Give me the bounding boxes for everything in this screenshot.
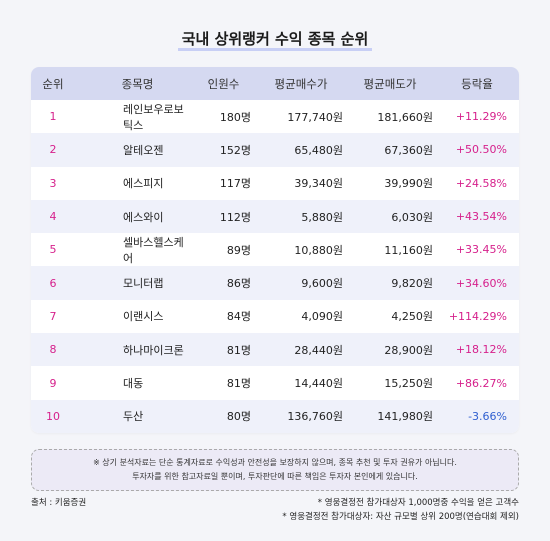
table-body: 1 레인보우로보틱스 180명 177,740원 181,660원 +11.29% 2 알테오…: [31, 100, 519, 433]
header-avg-buy: 평균매수가: [274, 76, 328, 91]
source-note: 출처 : 키움증권: [31, 498, 87, 508]
rank-cell: 7: [49, 309, 57, 323]
stock-name-cell: 대동: [123, 377, 144, 391]
people-cell: 86명: [226, 277, 251, 291]
table-row: 4 에스와이 112명 5,880원 6,030원 +43.54%: [31, 199, 519, 234]
table-row: 5 셀바스헬스케어 89명 10,880원 11,160원 +33.45%: [31, 233, 519, 266]
page-title: 국내 상위랭커 수익 종목 순위: [181, 30, 369, 48]
stock-name-cell: 모니터랩: [123, 277, 164, 291]
disclaimer-line-2: 투자자를 위한 참고자료일 뿐이며, 투자판단에 따른 책임은 투자자 본인에게…: [132, 472, 418, 481]
change-cell: +114.29%: [448, 309, 507, 323]
change-cell: +43.54%: [455, 210, 507, 224]
footnote-2: * 영웅결정전 참가대상자: 자산 규모별 상위 200명(연습대회 제외): [282, 512, 519, 522]
people-cell: 152명: [219, 143, 251, 157]
header-change: 등락율: [461, 76, 493, 91]
avg-sell-cell: 4,250원: [391, 310, 433, 324]
change-cell: +11.29%: [455, 110, 507, 124]
rank-cell: 10: [46, 409, 60, 423]
stock-name-cell: 레인보우로보틱스: [123, 102, 184, 132]
ranking-table: 순위 종목명 인원수 평균매수가 평균매도가 등락율 1 레인보우로보틱스 180명…: [31, 67, 519, 433]
change-cell: +50.50%: [455, 143, 507, 157]
avg-buy-cell: 136,760원: [287, 410, 343, 424]
people-cell: 89명: [226, 243, 251, 257]
title-underline: [178, 48, 372, 51]
people-cell: 84명: [226, 310, 251, 324]
rank-cell: 9: [49, 376, 57, 390]
stock-name-cell: 이랜시스: [123, 310, 164, 324]
avg-buy-cell: 14,440원: [294, 377, 343, 391]
disclaimer-line-1: ※ 상기 분석자료는 단순 통계자료로 수익성과 안전성을 보장하지 않으며, …: [93, 458, 457, 467]
avg-sell-cell: 67,360원: [384, 143, 433, 157]
rank-cell: 1: [49, 110, 57, 124]
avg-buy-cell: 39,340원: [294, 177, 343, 191]
header-rank: 순위: [42, 76, 64, 91]
stock-name-cell: 셀바스헬스케어: [123, 235, 184, 265]
people-cell: 117명: [219, 177, 251, 191]
header-people: 인원수: [207, 76, 240, 91]
rank-cell: 8: [49, 343, 57, 357]
people-cell: 81명: [226, 343, 251, 357]
rank-cell: 4: [49, 210, 57, 224]
stock-name-cell: 하나마이크론: [123, 343, 184, 357]
avg-sell-cell: 28,900원: [384, 343, 433, 357]
table-row: 2 알테오젠 152명 65,480원 67,360원 +50.50%: [31, 133, 519, 167]
people-cell: 112명: [219, 210, 251, 224]
disclaimer-box: ※ 상기 분석자료는 단순 통계자료로 수익성과 안전성을 보장하지 않으며, …: [31, 449, 519, 491]
avg-sell-cell: 15,250원: [384, 377, 433, 391]
header-name: 종목명: [121, 76, 154, 91]
avg-sell-cell: 9,820원: [391, 277, 433, 291]
change-cell: +18.12%: [455, 343, 507, 357]
rank-cell: 6: [49, 276, 57, 290]
change-cell: +33.45%: [455, 243, 507, 257]
stock-name-cell: 두산: [123, 410, 144, 424]
table-row: 7 이랜시스 84명 4,090원 4,250원 +114.29%: [31, 300, 519, 333]
stock-name-cell: 알테오젠: [123, 143, 164, 157]
avg-buy-cell: 4,090원: [301, 310, 343, 324]
change-cell: +24.58%: [455, 176, 507, 190]
footnote-1: * 영웅결정전 참가대상자 1,000명중 수익을 얻은 고객수: [317, 498, 519, 508]
people-cell: 80명: [226, 410, 251, 424]
table-row: 9 대동 81명 14,440원 15,250원 +86.27%: [31, 366, 519, 399]
avg-sell-cell: 11,160원: [384, 243, 433, 257]
people-cell: 81명: [226, 377, 251, 391]
table-row: 6 모니터랩 86명 9,600원 9,820원 +34.60%: [31, 266, 519, 300]
avg-buy-cell: 177,740원: [287, 110, 343, 124]
avg-sell-cell: 6,030원: [391, 210, 433, 224]
rank-cell: 5: [49, 243, 57, 257]
change-cell: +34.60%: [455, 276, 507, 290]
header-avg-sell: 평균매도가: [363, 76, 417, 91]
avg-buy-cell: 5,880원: [301, 210, 343, 224]
avg-sell-cell: 39,990원: [384, 177, 433, 191]
table-row: 1 레인보우로보틱스 180명 177,740원 181,660원 +11.29%: [31, 100, 519, 133]
avg-sell-cell: 141,980원: [377, 410, 433, 424]
change-cell: -3.66%: [468, 409, 507, 423]
stock-name-cell: 에스피지: [123, 177, 164, 191]
table-row: 10 두산 80명 136,760원 141,980원 -3.66%: [31, 399, 519, 433]
rank-cell: 3: [49, 176, 57, 190]
rank-cell: 2: [49, 143, 57, 157]
avg-sell-cell: 181,660원: [377, 110, 433, 124]
table-row: 8 하나마이크론 81명 28,440원 28,900원 +18.12%: [31, 333, 519, 367]
table-row: 3 에스피지 117명 39,340원 39,990원 +24.58%: [31, 167, 519, 200]
footnotes: * 영웅결정전 참가대상자 1,000명중 수익을 얻은 고객수 * 영웅결정전…: [282, 496, 519, 524]
people-cell: 180명: [219, 110, 251, 124]
avg-buy-cell: 28,440원: [294, 343, 343, 357]
avg-buy-cell: 10,880원: [294, 243, 343, 257]
change-cell: +86.27%: [455, 376, 507, 390]
avg-buy-cell: 9,600원: [301, 277, 343, 291]
stock-name-cell: 에스와이: [123, 210, 164, 224]
table-header: 순위 종목명 인원수 평균매수가 평균매도가 등락율: [31, 67, 519, 100]
avg-buy-cell: 65,480원: [294, 143, 343, 157]
